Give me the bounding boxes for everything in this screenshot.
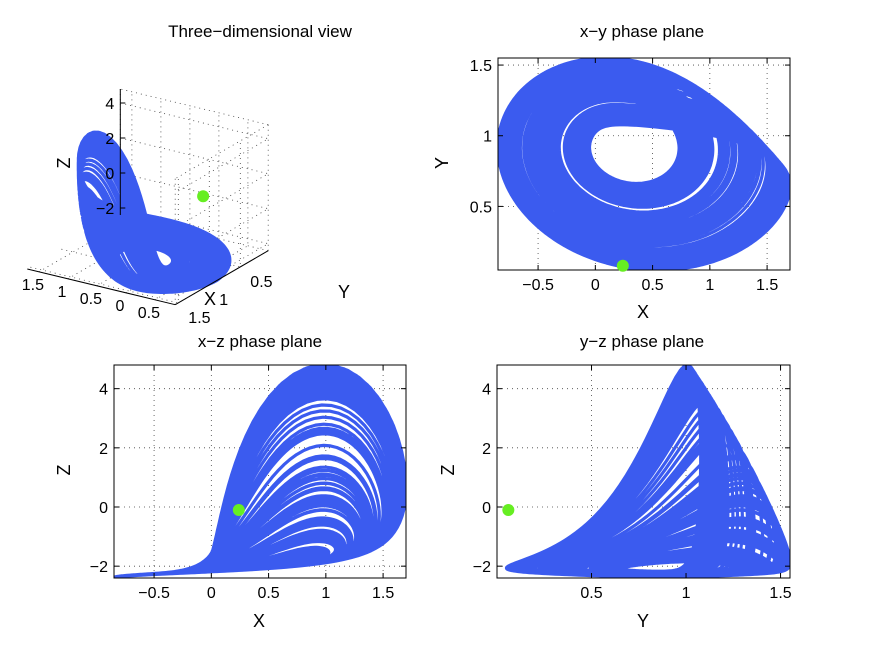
panel-yz-title: y−z phase plane [580,332,704,351]
grid-line-3d [120,88,269,126]
y-axis-line [174,250,269,306]
panel-three-dimensional-view: Three−dimensional view −2 0 2 4 1.5 1 0.5 0 0.5 1… [22,22,353,327]
panel-xz-x-axis-label: X [253,611,265,631]
x-tick-label: 1.5 [756,277,778,294]
y-tick-label-3d: 1 [219,292,228,309]
panel-xy-title: x−y phase plane [580,22,704,41]
y-tick-label: 1 [483,129,492,146]
x-tick-label: 1 [682,585,691,602]
x-tick-label: 1 [321,585,330,602]
trajectory-line-3d [76,130,232,294]
y-tick-label: −2 [473,559,491,576]
panel-3d-title: Three−dimensional view [168,22,353,41]
trajectory-line-xz [114,365,406,578]
panel-3d-x-axis-label: X [204,289,216,309]
panel-yz-y-axis-label: Z [438,465,458,476]
panel-yz-trajectory [504,365,790,578]
y-tick-label: 0.5 [470,199,492,216]
x-tick-label: 1.5 [769,585,791,602]
panel-xy-marker-point [616,259,629,272]
panel-xz-trajectory [114,365,406,578]
grid-line-3d-y [30,176,179,304]
grid-line-3d [174,124,269,180]
panel-xy-trajectory [498,58,790,270]
x-tick-label-3d: 1 [57,284,66,301]
panel-xz-frame [113,364,407,579]
z-tick-label: 0 [105,166,114,183]
panel-xy-frame [497,57,791,271]
y-tick-label: −2 [90,559,108,576]
y-tick-label-3d: 1.5 [188,310,210,327]
x-tick-label: 1.5 [372,585,394,602]
x-tick-label-3d: 0 [115,298,124,315]
x-tick-label: 0 [207,585,216,602]
x-tick-label: 0 [591,277,600,294]
grid-line-3d-z [120,137,270,229]
trajectory-line-xy [498,58,790,270]
x-tick-label: 1 [705,277,714,294]
x-tick-label-3d: 0.5 [138,305,160,322]
x-tick-label: −0.5 [522,277,554,294]
y-tick-label: 0 [482,500,491,517]
panel-3d-trajectory [76,130,232,294]
z-tick-label: 4 [105,96,114,113]
panel-yz-x-axis-label: Y [637,611,649,631]
x-tick-label: 0.5 [580,585,602,602]
z-tick-label: −2 [96,201,114,218]
panel-yz-phase-plane: y−z phase plane 0.5 1 1.5 −2 0 2 4 Y Z [438,332,792,631]
panel-xz-marker-point [232,503,245,516]
panel-3d-z-axis-label: Z [54,158,74,169]
y-tick-label: 1.5 [470,58,492,75]
y-tick-label: 2 [99,441,108,458]
panel-xy-y-axis-label: Y [432,157,452,169]
y-tick-label: 2 [482,441,491,458]
y-tick-label: 0 [99,500,108,517]
z-tick-label: 2 [105,131,114,148]
grid-line-3d-x [38,91,133,273]
panel-xz-phase-plane: x−z phase plane −0.5 0 0.5 1 1.5 −2 0 2 4 X Z [54,332,407,631]
panel-xz-y-axis-label: Z [54,465,74,476]
x-axis-line [27,268,176,306]
panel-yz-marker-point [502,503,515,516]
panel-xz-title: x−z phase plane [198,332,322,351]
panel-xz-ticks: −0.5 0 0.5 1 1.5 −2 0 2 4 [90,365,406,602]
trajectory-line-yz [504,365,790,578]
y-tick-label-3d: 0.5 [250,274,272,291]
x-tick-label: 0.5 [257,585,279,602]
x-tick-label: 0.5 [641,277,663,294]
panel-xy-x-axis-label: X [637,302,649,322]
x-tick-label: −0.5 [138,585,170,602]
panel-3d-marker-point [197,190,210,203]
grid-line-3d-z [120,172,270,264]
panel-xy-phase-plane: x−y phase plane −0.5 0 0.5 1 1.5 0.5 1 1.5 X Y [432,22,791,322]
panel-3d-axes: −2 0 2 4 1.5 1 0.5 0 0.5 1.5 1 0.5 [22,89,273,327]
x-tick-label-3d: 1.5 [22,277,44,294]
panel-yz-ticks: 0.5 1 1.5 −2 0 2 4 [473,365,792,602]
panel-3d-y-axis-label: Y [338,282,350,302]
y-tick-label: 4 [482,382,491,399]
grid-line-3d [120,214,269,252]
y-tick-label: 4 [99,382,108,399]
x-tick-label-3d: 0.5 [80,291,102,308]
panel-yz-frame [496,364,791,579]
grid-line-3d-z [120,102,270,194]
grid-line-3d-x [96,105,191,287]
panel-xy-ticks: −0.5 0 0.5 1 1.5 0.5 1 1.5 [470,58,790,294]
